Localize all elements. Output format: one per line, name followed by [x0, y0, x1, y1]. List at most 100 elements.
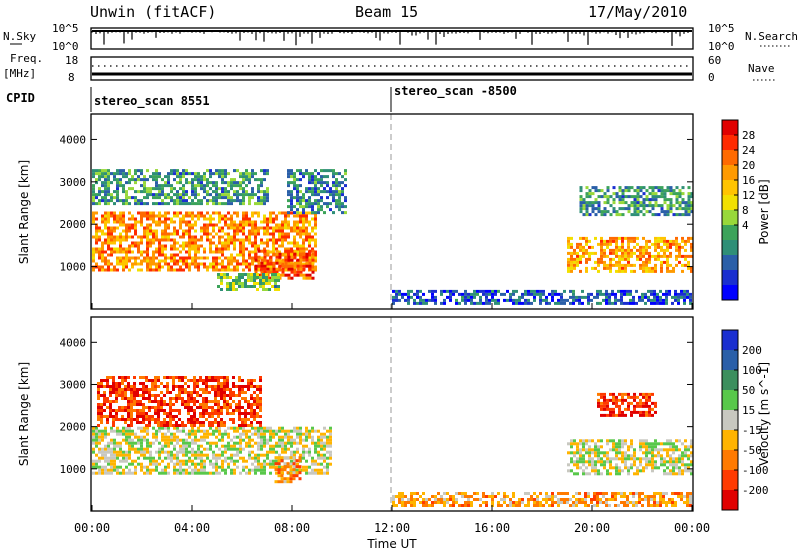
- heatmap-cell: [229, 388, 232, 391]
- heatmap-cell: [116, 450, 119, 454]
- heatmap-cell: [206, 229, 209, 233]
- heatmap-cell: [630, 251, 633, 255]
- heatmap-cell: [290, 229, 293, 233]
- heatmap-cell: [224, 190, 227, 194]
- heatmap-cell: [314, 450, 317, 454]
- heatmap-cell: [579, 245, 582, 249]
- heatmap-cell: [648, 251, 651, 255]
- heatmap-cell: [110, 447, 113, 451]
- heatmap-cell: [329, 202, 332, 206]
- heatmap-cell: [585, 269, 588, 273]
- heatmap-cell: [199, 424, 202, 427]
- heatmap-cell: [167, 193, 170, 197]
- heatmap-cell: [205, 385, 208, 388]
- heatmap-cell: [158, 447, 161, 451]
- heatmap-cell: [630, 201, 634, 205]
- heatmap-cell: [119, 459, 122, 463]
- heatmap-cell: [184, 424, 187, 427]
- heatmap-cell: [152, 229, 155, 233]
- colorbar-tick-label: 4: [742, 219, 749, 232]
- heatmap-cell: [677, 292, 680, 296]
- heatmap-cell: [104, 223, 107, 227]
- heatmap-cell: [134, 471, 137, 475]
- heatmap-cell: [115, 385, 118, 388]
- colorbar-segment: [722, 210, 738, 226]
- heatmap-cell: [149, 262, 152, 266]
- heatmap-cell: [687, 236, 690, 240]
- heatmap-cell: [119, 244, 122, 248]
- heatmap-cell: [311, 441, 314, 445]
- heatmap-cell: [248, 175, 251, 179]
- heatmap-cell: [134, 256, 137, 260]
- heatmap-cell: [588, 451, 591, 455]
- heatmap-cell: [248, 444, 251, 448]
- heatmap-cell: [621, 442, 624, 446]
- heatmap-cell: [140, 238, 143, 242]
- heatmap-cell: [293, 255, 297, 259]
- heatmap-cell: [194, 172, 197, 176]
- heatmap-cell: [663, 192, 667, 196]
- heatmap-cell: [107, 241, 110, 245]
- heatmap-cell: [323, 441, 326, 445]
- heatmap-cell: [125, 265, 128, 269]
- heatmap-cell: [416, 292, 419, 296]
- heatmap-cell: [163, 418, 166, 421]
- heatmap-cell: [299, 453, 302, 457]
- heatmap-cell: [299, 199, 302, 203]
- heatmap-cell: [116, 214, 119, 218]
- heatmap-cell: [230, 181, 233, 185]
- heatmap-cell: [260, 249, 264, 253]
- heatmap-cell: [104, 238, 107, 242]
- heatmap-cell: [278, 453, 281, 457]
- heatmap-cell: [260, 453, 263, 457]
- heatmap-cell: [232, 418, 235, 421]
- heatmap-cell: [197, 238, 200, 242]
- heatmap-cell: [606, 239, 609, 243]
- cpid-segment-1: stereo_scan 8551: [94, 94, 210, 109]
- colorbar-segment: [722, 285, 738, 301]
- heatmap-cell: [209, 214, 212, 218]
- heatmap-cell: [296, 229, 299, 233]
- heatmap-cell: [242, 232, 245, 236]
- heatmap-cell: [524, 504, 527, 507]
- heatmap-cell: [275, 241, 278, 245]
- heatmap-cell: [197, 181, 200, 185]
- heatmap-cell: [97, 403, 100, 406]
- heatmap-cell: [250, 379, 253, 382]
- heatmap-cell: [113, 217, 116, 221]
- heatmap-cell: [238, 379, 241, 382]
- heatmap-cell: [95, 202, 98, 206]
- heatmap-cell: [137, 256, 140, 260]
- heatmap-cell: [212, 471, 215, 475]
- heatmap-cell: [659, 289, 662, 293]
- heatmap-cell: [200, 262, 203, 266]
- heatmap-cell: [605, 498, 608, 501]
- heatmap-cell: [680, 498, 683, 501]
- heatmap-cell: [227, 435, 230, 439]
- heatmap-cell: [248, 220, 251, 224]
- heatmap-cell: [182, 187, 185, 191]
- heatmap-cell: [224, 217, 227, 221]
- heatmap-cell: [259, 276, 262, 279]
- heatmap-cell: [227, 432, 230, 436]
- heatmap-cell: [187, 391, 190, 394]
- heatmap-cell: [600, 451, 603, 455]
- heatmap-cell: [642, 439, 645, 443]
- heatmap-cell: [587, 504, 590, 507]
- heatmap-cell: [647, 295, 650, 299]
- heatmap-cell: [124, 379, 127, 382]
- heatmap-cell: [518, 501, 521, 504]
- heatmap-cell: [161, 232, 164, 236]
- heatmap-cell: [615, 242, 618, 246]
- heatmap-cell: [187, 397, 190, 400]
- heatmap-cell: [200, 462, 203, 466]
- heatmap-cell: [145, 376, 148, 379]
- heatmap-cell: [293, 261, 297, 265]
- heatmap-cell: [146, 235, 149, 239]
- heatmap-cell: [573, 439, 576, 443]
- heatmap-cell: [152, 259, 155, 263]
- heatmap-cell: [227, 444, 230, 448]
- heatmap-cell: [161, 438, 164, 442]
- heatmap-cell: [136, 400, 139, 403]
